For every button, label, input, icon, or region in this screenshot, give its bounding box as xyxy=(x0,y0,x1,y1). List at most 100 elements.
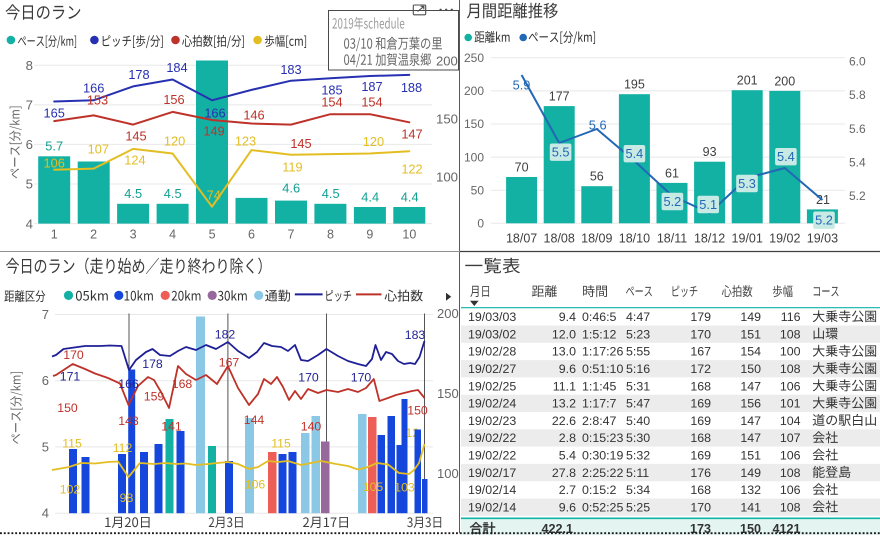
svg-text:100: 100 xyxy=(780,345,801,359)
svg-text:9.6: 9.6 xyxy=(559,362,576,376)
svg-text:105: 105 xyxy=(363,480,384,494)
svg-text:5:30: 5:30 xyxy=(626,431,650,445)
svg-text:165: 165 xyxy=(44,106,65,121)
svg-text:4.4: 4.4 xyxy=(401,189,419,204)
svg-text:159: 159 xyxy=(144,390,165,404)
svg-text:107: 107 xyxy=(88,142,109,157)
svg-text:9: 9 xyxy=(366,228,373,242)
svg-text:74: 74 xyxy=(207,188,221,203)
svg-text:170: 170 xyxy=(351,371,372,385)
svg-text:141: 141 xyxy=(161,420,182,434)
svg-text:5.4: 5.4 xyxy=(559,449,576,463)
svg-text:200: 200 xyxy=(464,84,484,98)
svg-text:5.2: 5.2 xyxy=(815,213,833,228)
svg-text:144: 144 xyxy=(244,413,265,427)
svg-text:167: 167 xyxy=(219,356,240,370)
svg-text:124: 124 xyxy=(124,153,145,168)
svg-text:120: 120 xyxy=(363,134,384,149)
svg-text:106: 106 xyxy=(245,478,266,492)
svg-text:1:5:12: 1:5:12 xyxy=(582,327,617,341)
svg-text:8: 8 xyxy=(26,58,33,73)
svg-text:19/02: 19/02 xyxy=(769,231,800,245)
svg-text:168: 168 xyxy=(690,483,711,497)
svg-text:145: 145 xyxy=(290,136,311,151)
svg-text:140: 140 xyxy=(301,420,322,434)
svg-text:149: 149 xyxy=(203,124,224,139)
svg-text:108: 108 xyxy=(780,500,801,514)
svg-text:178: 178 xyxy=(128,67,149,82)
svg-text:0:30:19: 0:30:19 xyxy=(582,449,623,463)
svg-text:200: 200 xyxy=(436,54,458,69)
svg-text:5.4: 5.4 xyxy=(777,149,795,164)
svg-text:147: 147 xyxy=(740,414,761,428)
svg-text:5.6: 5.6 xyxy=(849,122,866,136)
svg-text:19/02/14: 19/02/14 xyxy=(468,500,516,514)
svg-text:5.2: 5.2 xyxy=(664,194,682,209)
svg-text:119: 119 xyxy=(282,160,302,175)
svg-text:149: 149 xyxy=(740,310,761,324)
svg-text:188: 188 xyxy=(401,80,422,95)
svg-text:19/03/02: 19/03/02 xyxy=(468,327,516,341)
svg-text:151: 151 xyxy=(740,449,761,463)
svg-text:5: 5 xyxy=(26,177,33,192)
svg-text:19/02/27: 19/02/27 xyxy=(468,362,516,376)
svg-text:167: 167 xyxy=(690,345,711,359)
svg-text:5:40: 5:40 xyxy=(626,414,650,428)
svg-text:170: 170 xyxy=(690,500,711,514)
svg-text:8: 8 xyxy=(327,228,334,242)
svg-text:6: 6 xyxy=(248,228,255,242)
svg-text:150: 150 xyxy=(436,112,458,127)
svg-text:4.5: 4.5 xyxy=(322,186,340,201)
svg-text:18/12: 18/12 xyxy=(694,231,725,245)
svg-text:108: 108 xyxy=(780,362,801,376)
svg-text:176: 176 xyxy=(690,466,711,480)
svg-text:106: 106 xyxy=(780,379,801,393)
svg-text:107: 107 xyxy=(780,431,801,445)
svg-text:2.7: 2.7 xyxy=(559,483,576,497)
svg-text:1:1:45: 1:1:45 xyxy=(582,379,617,393)
svg-text:153: 153 xyxy=(87,93,108,108)
svg-text:154: 154 xyxy=(321,94,342,109)
svg-text:19/02/14: 19/02/14 xyxy=(468,483,516,497)
svg-text:116: 116 xyxy=(781,310,801,324)
svg-text:108: 108 xyxy=(780,466,801,480)
svg-text:1:17:7: 1:17:7 xyxy=(582,397,617,411)
svg-text:106: 106 xyxy=(780,449,801,463)
svg-text:168: 168 xyxy=(690,379,711,393)
svg-text:169: 169 xyxy=(690,414,711,428)
svg-text:5.5: 5.5 xyxy=(552,145,570,160)
svg-text:106: 106 xyxy=(44,156,65,171)
svg-text:123: 123 xyxy=(235,134,256,149)
svg-text:19/02/22: 19/02/22 xyxy=(468,431,516,445)
svg-text:183: 183 xyxy=(280,62,301,77)
svg-text:122: 122 xyxy=(401,162,422,177)
svg-text:132: 132 xyxy=(740,483,761,497)
svg-text:18/10: 18/10 xyxy=(619,231,650,245)
svg-text:5.3: 5.3 xyxy=(738,176,756,191)
svg-text:171: 171 xyxy=(60,370,81,384)
svg-text:5:11: 5:11 xyxy=(626,466,649,480)
svg-text:170: 170 xyxy=(298,371,319,385)
svg-text:3: 3 xyxy=(130,228,137,242)
svg-text:12.0: 12.0 xyxy=(552,327,576,341)
svg-text:184: 184 xyxy=(166,60,187,75)
svg-text:5.2: 5.2 xyxy=(849,189,866,203)
svg-text:19/02/23: 19/02/23 xyxy=(468,414,516,428)
svg-text:154: 154 xyxy=(740,345,761,359)
svg-text:5.4: 5.4 xyxy=(626,146,644,161)
svg-text:4.4: 4.4 xyxy=(361,189,379,204)
svg-text:0:15:2: 0:15:2 xyxy=(582,483,617,497)
svg-text:5:47: 5:47 xyxy=(626,397,650,411)
svg-text:4.5: 4.5 xyxy=(164,186,182,201)
svg-text:7: 7 xyxy=(42,307,49,322)
svg-text:4:47: 4:47 xyxy=(626,310,650,324)
svg-text:0:52:25: 0:52:25 xyxy=(582,500,623,514)
svg-text:156: 156 xyxy=(740,397,761,411)
svg-text:166: 166 xyxy=(204,105,225,120)
svg-text:56: 56 xyxy=(590,170,604,184)
svg-text:108: 108 xyxy=(780,327,801,341)
svg-text:166: 166 xyxy=(83,80,104,95)
svg-text:5.8: 5.8 xyxy=(849,88,866,102)
svg-text:104: 104 xyxy=(780,414,801,428)
svg-text:9.6: 9.6 xyxy=(559,500,576,514)
